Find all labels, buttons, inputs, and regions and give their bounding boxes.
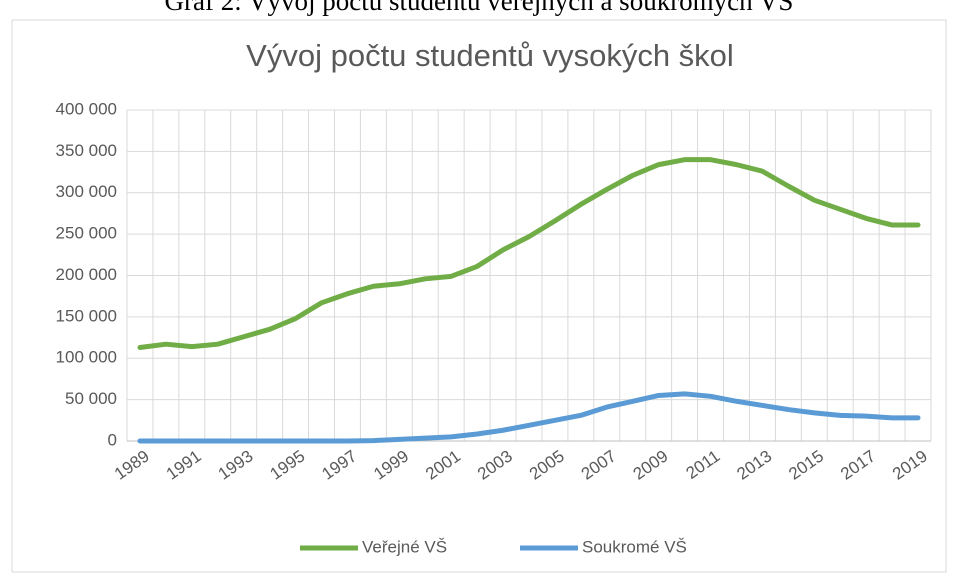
y-tick-label: 350 000 [56, 141, 117, 160]
legend-label: Veřejné VŠ [362, 537, 447, 556]
x-tick-label: 1995 [267, 446, 309, 483]
x-tick-label: 2013 [733, 446, 775, 483]
x-tick-label: 1997 [318, 446, 360, 483]
x-tick-label: 2001 [422, 446, 464, 483]
y-tick-label: 200 000 [56, 265, 117, 284]
x-tick-label: 2011 [683, 446, 724, 483]
y-tick-label: 150 000 [56, 306, 117, 325]
x-tick-label: 1999 [370, 446, 412, 483]
y-tick-label: 0 [108, 430, 117, 449]
x-tick-label: 2017 [837, 446, 879, 483]
series-line [137, 391, 921, 444]
chart-border [11, 19, 947, 573]
x-tick-label: 2015 [785, 446, 827, 483]
legend-label: Soukromé VŠ [582, 537, 687, 556]
series-line [137, 157, 921, 350]
y-tick-label: 400 000 [56, 99, 117, 118]
chart-title: Vývoj počtu studentů vysokých škol [246, 38, 734, 73]
x-tick-label: 1991 [163, 446, 205, 483]
x-tick-label: 2007 [578, 446, 620, 483]
y-tick-label: 100 000 [56, 348, 117, 367]
x-tick-label: 2005 [526, 446, 568, 483]
y-tick-label: 250 000 [56, 224, 117, 243]
x-tick-label: 2019 [889, 446, 931, 483]
y-tick-label: 300 000 [56, 182, 117, 201]
caption: Graf 2: Vývoj počtu studentů veřejných a… [165, 0, 794, 16]
x-tick-label: 1993 [215, 446, 257, 483]
x-tick-label: 2009 [630, 446, 672, 483]
y-tick-label: 50 000 [65, 389, 117, 408]
x-tick-label: 2003 [474, 446, 516, 483]
x-tick-label: 1989 [111, 446, 153, 483]
